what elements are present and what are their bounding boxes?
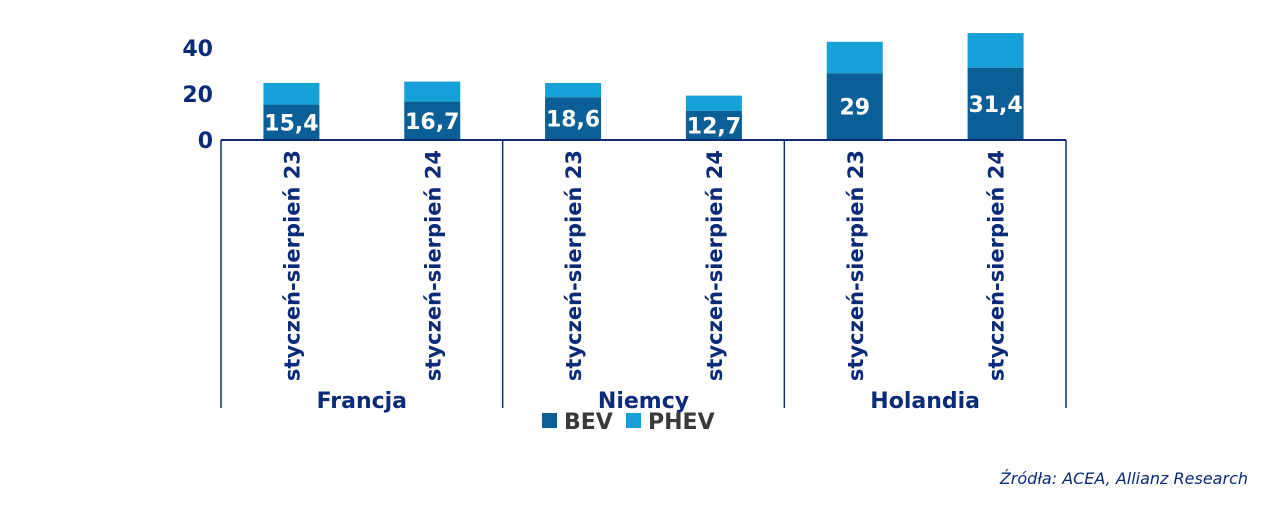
- x-tick-label: styczeń-sierpień 24: [703, 150, 727, 381]
- legend-swatch-phev: [626, 413, 641, 428]
- group-label: Niemcy: [598, 389, 689, 414]
- bar-segment-bev: [545, 97, 602, 140]
- legend-label-phev: PHEV: [648, 410, 715, 435]
- legend-swatch-bev: [542, 413, 557, 428]
- bar-segment-phev: [685, 95, 742, 111]
- x-tick-label: styczeń-sierpień 24: [421, 150, 445, 381]
- bar-segment-phev: [545, 82, 602, 98]
- data-label: 18,6: [546, 108, 600, 133]
- data-label: 29: [839, 96, 870, 121]
- y-tick-label: 40: [182, 37, 213, 62]
- bar-segment-phev: [967, 33, 1024, 68]
- bar-segment-phev: [826, 41, 883, 74]
- data-label: 12,7: [687, 114, 741, 139]
- x-tick-label: styczeń-sierpień 23: [562, 150, 586, 381]
- x-tick-label: styczeń-sierpień 23: [844, 150, 868, 381]
- bar-segment-bev: [685, 110, 742, 140]
- y-tick-label: 20: [182, 83, 213, 108]
- data-label: 31,4: [968, 93, 1022, 118]
- bar-segment-bev: [967, 67, 1024, 140]
- bar-segment-bev: [826, 73, 883, 140]
- x-tick-label: styczeń-sierpień 24: [985, 150, 1009, 381]
- bar-segment-phev: [404, 81, 461, 102]
- bar-segment-bev: [263, 104, 320, 140]
- group-label: Holandia: [870, 389, 980, 414]
- y-tick-label: 0: [198, 129, 213, 154]
- x-tick-label: styczeń-sierpień 23: [280, 150, 304, 381]
- legend-label-bev: BEV: [564, 410, 613, 435]
- bar-segment-phev: [263, 82, 320, 105]
- data-label: 16,7: [405, 110, 459, 135]
- bar-segment-bev: [404, 101, 461, 140]
- data-label: 15,4: [264, 111, 318, 136]
- group-label: Francja: [317, 389, 407, 414]
- source-note: Źródła: ACEA, Allianz Research: [999, 469, 1248, 488]
